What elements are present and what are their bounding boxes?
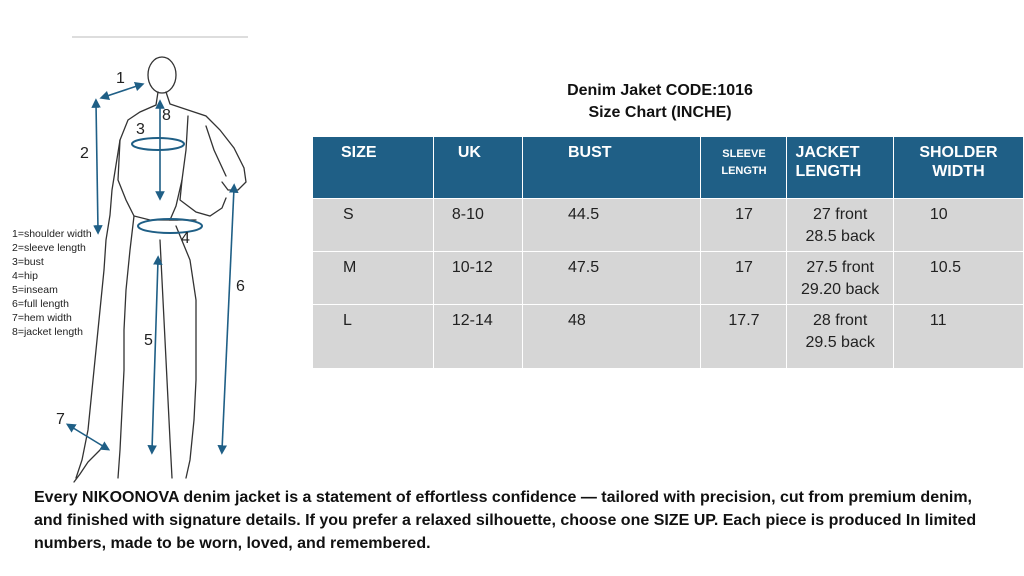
- cell-jacket-length: 27 front 28.5 back: [786, 198, 894, 252]
- legend-item: 4=hip: [12, 270, 38, 282]
- label-bust-number: 3: [136, 121, 145, 138]
- jacket-front: 27 front: [813, 206, 868, 223]
- table-row: S 8-10 44.5 17 27 front 28.5 back 10: [312, 198, 1024, 252]
- label-sleeve-length-number: 2: [80, 145, 89, 162]
- label-inseam-number: 5: [144, 332, 153, 349]
- cell-size: L: [312, 304, 434, 369]
- measurement-legend: 1=shoulder width 2=sleeve length 3=bust …: [12, 227, 112, 339]
- header-uk: UK: [432, 136, 523, 199]
- cell-shoulder: 10: [892, 198, 1024, 252]
- label-hem-width-number: 7: [56, 411, 65, 428]
- cell-size: S: [312, 198, 434, 252]
- cell-uk: 12-14: [432, 304, 523, 369]
- label-shoulder-width-number: 1: [116, 70, 125, 87]
- cell-jacket-length: 27.5 front 29.20 back: [786, 251, 894, 305]
- body-figure-illustration: [65, 36, 248, 483]
- cell-uk: 8-10: [432, 198, 523, 252]
- table-header-row: SIZE UK BUST SLEEVE LENGTH JACKET LENGTH…: [312, 136, 1024, 199]
- header-jacket-length: JACKET LENGTH: [786, 136, 894, 199]
- jacket-back: 28.5 back: [805, 228, 875, 245]
- header-size: SIZE: [312, 136, 434, 199]
- table-row: M 10-12 47.5 17 27.5 front 29.20 back 10…: [312, 251, 1024, 305]
- cell-sleeve: 17.7: [700, 304, 788, 369]
- cell-bust: 48: [521, 304, 702, 369]
- header-bust: BUST: [521, 136, 702, 199]
- cell-bust: 47.5: [521, 251, 702, 305]
- jacket-front: 28 front: [813, 312, 868, 329]
- size-chart-table: SIZE UK BUST SLEEVE LENGTH JACKET LENGTH…: [312, 136, 1024, 369]
- table-row: L 12-14 48 17.7 28 front 29.5 back 11: [312, 304, 1024, 369]
- header-shoulder-width: SHOLDER WIDTH: [892, 136, 1024, 199]
- cell-size: M: [312, 251, 434, 305]
- cell-sleeve: 17: [700, 251, 788, 305]
- jacket-front: 27.5 front: [806, 259, 874, 276]
- measurement-diagram: 1 2 3 8 4 5 6 7: [0, 30, 260, 485]
- jacket-back: 29.5 back: [805, 334, 875, 351]
- legend-item: 7=hem width: [12, 312, 72, 324]
- cell-shoulder: 10.5: [892, 251, 1024, 305]
- legend-item: 6=full length: [12, 298, 69, 310]
- cell-jacket-length: 28 front 29.5 back: [786, 304, 894, 369]
- cell-bust: 44.5: [521, 198, 702, 252]
- legend-item: 3=bust: [12, 256, 44, 268]
- product-description: Every NIKOONOVA denim jacket is a statem…: [34, 489, 977, 552]
- chart-title-block: Denim Jaket CODE:1016 Size Chart (INCHE): [520, 80, 800, 124]
- size-chart-subtitle: Size Chart (INCHE): [588, 104, 732, 121]
- label-full-length-number: 6: [236, 278, 245, 295]
- label-hip-number: 4: [181, 230, 190, 247]
- cell-shoulder: 11: [892, 304, 1024, 369]
- jacket-back: 29.20 back: [801, 281, 880, 298]
- product-title: Denim Jaket CODE:1016: [567, 82, 753, 99]
- header-sleeve-length: SLEEVE LENGTH: [700, 136, 788, 199]
- cell-uk: 10-12: [432, 251, 523, 305]
- legend-item: 1=shoulder width: [12, 228, 92, 240]
- legend-item: 8=jacket length: [12, 326, 83, 338]
- label-jacket-length-number: 8: [162, 107, 171, 124]
- legend-item: 2=sleeve length: [12, 242, 86, 254]
- cell-sleeve: 17: [700, 198, 788, 252]
- legend-item: 5=inseam: [12, 284, 58, 296]
